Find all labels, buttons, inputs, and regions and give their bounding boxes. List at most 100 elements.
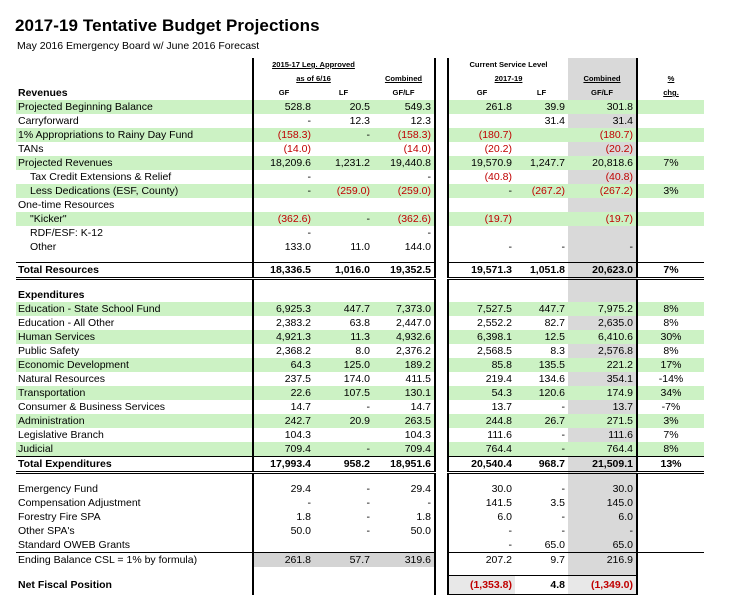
row-label: Tax Credit Extensions & Relief	[30, 171, 172, 183]
value-cell: -	[252, 496, 314, 510]
value-cell: -	[252, 184, 314, 198]
revenue-row: RDF/ESF: K-12 - -	[16, 226, 704, 240]
value-cell: 1,231.2	[314, 156, 373, 170]
value-cell: 709.4	[373, 442, 436, 457]
value-cell: 82.7	[544, 317, 565, 329]
value-cell: -	[252, 114, 314, 128]
value-cell: -	[561, 429, 566, 441]
revenue-row: 1% Appropriations to Rainy Day Fund (158.…	[16, 128, 704, 142]
value-cell: 174.9	[568, 386, 638, 400]
value-cell: 8%	[637, 302, 704, 316]
value-cell	[637, 128, 704, 142]
value-cell: 8%	[637, 442, 704, 457]
value-cell: (362.6)	[373, 212, 436, 226]
expenditure-row: Judicial 709.4-709.4 764.4-764.4 8%	[16, 442, 704, 457]
value-cell	[637, 482, 704, 496]
value-cell: 447.7	[515, 302, 568, 316]
row-label: Carryforward	[18, 115, 79, 127]
other-row: Standard OWEB Grants - 65.0 65.0	[16, 538, 704, 553]
value-cell: -	[447, 184, 515, 198]
group2-header-line2: 2017-19	[447, 72, 568, 86]
value-cell: -	[366, 483, 371, 495]
value-cell: 135.5	[515, 358, 568, 372]
revenue-row: "Kicker" (362.6) - (362.6) (19.7) (19.7)	[16, 212, 704, 226]
value-cell: 133.0	[252, 240, 314, 254]
value-cell: 271.5	[568, 414, 638, 428]
value-cell: (40.8)	[447, 170, 515, 184]
value-cell: (20.2)	[568, 142, 638, 156]
value-cell: 261.8	[447, 100, 515, 114]
expenditures-heading: Expenditures	[18, 289, 85, 301]
value-cell: 221.2	[568, 358, 638, 372]
value-cell: 1,247.7	[515, 156, 568, 170]
revenue-row: Less Dedications (ESF, County) - (259.0) (2…	[16, 184, 704, 198]
value-cell: 31.4	[544, 115, 565, 127]
value-cell: (158.3)	[373, 128, 436, 142]
value-cell: 7,373.0	[373, 302, 436, 316]
value-cell: 1.8	[373, 510, 436, 524]
value-cell: -	[366, 525, 371, 537]
value-cell: 50.0	[252, 524, 314, 538]
value-cell: 4,932.6	[373, 330, 436, 344]
revenue-row: Other 133.0 11.0 144.0- - -	[16, 240, 704, 254]
value-cell	[447, 226, 515, 240]
row-label: Compensation Adjustment	[18, 497, 141, 509]
lf-header-2: LF	[536, 88, 547, 97]
value-cell	[314, 226, 373, 240]
value-cell	[447, 198, 515, 212]
value-cell: 20,540.4	[447, 456, 515, 474]
expenditure-row: Administration 242.7 20.9 263.5 244.8 26.7 271…	[16, 414, 704, 428]
row-label: Consumer & Business Services	[18, 401, 166, 413]
gflf-header-1: GF/LF	[373, 86, 436, 100]
value-cell: -	[314, 128, 373, 142]
row-label: Forestry Fire SPA	[18, 511, 101, 523]
value-cell: 207.2	[447, 552, 515, 567]
value-cell: -7%	[661, 401, 681, 413]
row-label: Total Resources	[16, 262, 253, 280]
revenue-row: Carryforward - 12.3 12.3 31.4 31.4	[16, 114, 704, 128]
group1-header-line1: 2015-17 Leg. Approved	[252, 58, 373, 72]
spacer-row	[16, 472, 704, 482]
value-cell: 19,571.3	[447, 262, 515, 280]
value-cell: 968.7	[515, 456, 568, 474]
total-resources-row: Total Resources 18,336.5 1,016.0 19,352.5 19…	[16, 262, 704, 280]
value-cell: 7,527.5	[447, 302, 515, 316]
value-cell: -14%	[658, 373, 684, 385]
value-cell: 2,376.2	[373, 344, 436, 358]
value-cell: -	[252, 226, 314, 240]
other-row: Compensation Adjustment - - -141.5 3.5 145.0	[16, 496, 704, 510]
page-title: 2017-19 Tentative Budget Projections	[15, 16, 320, 35]
value-cell: -	[447, 538, 515, 553]
value-cell: 7,975.2	[568, 302, 638, 316]
value-cell: 2,576.8	[568, 344, 638, 358]
expenditures-heading-row: Expenditures	[16, 288, 704, 302]
value-cell: 20.5	[314, 100, 373, 114]
value-cell: -	[568, 524, 638, 538]
row-label: Projected Revenues	[16, 156, 253, 170]
other-row: Other SPA's 50.0-50.0- - -	[16, 524, 704, 538]
expenditure-row: Public Safety 2,368.2 8.0 2,376.2 2,568.5 8.3…	[16, 344, 704, 358]
revenue-row: Tax Credit Extensions & Relief - - (40.8) (4…	[16, 170, 704, 184]
value-cell: 2,552.2	[447, 316, 515, 330]
value-cell: 3%	[637, 184, 704, 198]
value-cell	[637, 170, 704, 184]
row-label: 1% Appropriations to Rainy Day Fund	[16, 128, 253, 142]
value-cell: 14.7	[373, 400, 436, 414]
value-cell: 237.5	[252, 372, 314, 386]
combined-header-2: Combined	[568, 72, 638, 86]
header-row-3: Revenues GF LF GF/LF GF LF GF/LF chg.	[16, 86, 704, 100]
value-cell: -	[561, 483, 566, 495]
budget-table: 2015-17 Leg. Approved Current Service Le…	[16, 58, 704, 595]
value-cell: 130.1	[373, 386, 436, 400]
value-cell: 65.0	[544, 539, 565, 551]
value-cell: 8%	[663, 345, 679, 357]
value-cell: 6.0	[568, 510, 638, 524]
value-cell: 11.0	[350, 241, 370, 253]
value-cell: 54.3	[447, 386, 515, 400]
value-cell	[637, 198, 704, 212]
header-row-1: 2015-17 Leg. Approved Current Service Le…	[16, 58, 704, 72]
expenditure-row: Transportation 22.6 107.5 130.1 54.3 120.6 174…	[16, 386, 704, 400]
expenditure-row: Consumer & Business Services 14.7-14.7 13.…	[16, 400, 704, 414]
value-cell: 30.0	[568, 482, 638, 496]
value-cell: 1,051.8	[515, 262, 568, 280]
